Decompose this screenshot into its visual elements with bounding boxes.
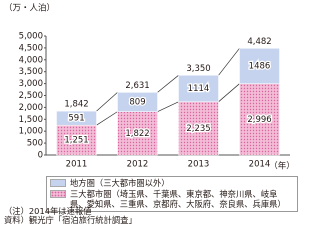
y-tick-label: 5,000: [19, 32, 43, 42]
y-tick-label: 500: [27, 139, 43, 149]
x-tick-label: 2011: [66, 160, 88, 170]
connector: [96, 111, 118, 126]
value-label: 591: [68, 114, 84, 124]
y-unit: （万・人泊）: [4, 3, 55, 14]
bar-segment: [56, 110, 97, 126]
y-tick-label: 3,000: [19, 79, 43, 89]
y-tick-label: 0: [38, 151, 43, 161]
legend-swatch: [50, 179, 66, 187]
chart: （万・人泊） （年） 0 500 1,000 1,500 2,000 2,500 3,000…: [4, 3, 295, 172]
y-tick-label: 2,000: [19, 103, 43, 113]
total-label: 4,482: [247, 37, 271, 47]
value-label: 1,822: [125, 129, 149, 139]
legend-label: 三大都市圏（埼玉県、千葉県、東京都、神奈川県、岐阜県、愛知県、三重県、京都府、大…: [70, 188, 286, 210]
connector: [96, 92, 118, 112]
value-label: 1114: [188, 84, 210, 94]
total-label: 3,350: [186, 64, 210, 74]
legend-item: 地方圏（三大都市圏以外）: [50, 178, 294, 189]
value-label: 1,251: [64, 136, 88, 146]
value-label: 2,235: [186, 124, 210, 134]
connector: [157, 75, 179, 93]
note: （注）2014年は速報値: [4, 206, 92, 216]
legend-swatch: [50, 189, 66, 198]
value-label: 2,996: [247, 115, 271, 125]
y-tick-label: 4,000: [19, 55, 43, 65]
total-label: 1,842: [64, 100, 88, 110]
x-tick-label: 2013: [188, 160, 210, 170]
bar-segment: [178, 101, 219, 156]
y-tick-label: 1,000: [19, 127, 43, 137]
note: 資料）観光庁「宿泊旅行統計調査」: [4, 215, 137, 225]
legend-item: 三大都市圏（埼玉県、千葉県、東京都、神奈川県、岐阜県、愛知県、三重県、京都府、大…: [50, 189, 294, 210]
bar-segment: [117, 111, 158, 156]
x-tick-label: 2014: [249, 160, 271, 170]
bar-segment: [56, 124, 97, 156]
y-tick-label: 3,500: [19, 67, 43, 77]
bar-segment: [239, 83, 280, 156]
y-tick-label: 2,500: [19, 91, 43, 101]
notes: （注）2014年は速報値 資料）観光庁「宿泊旅行統計調査」: [4, 206, 137, 225]
value-label: 809: [129, 98, 145, 108]
connector: [218, 48, 240, 76]
legend-label: 地方圏（三大都市圏以外）: [70, 178, 170, 188]
bar-segment: [239, 48, 280, 84]
legend: 地方圏（三大都市圏以外） 三大都市圏（埼玉県、千葉県、東京都、神奈川県、岐阜県、愛…: [46, 176, 298, 212]
y-tick-label: 1,500: [19, 115, 43, 125]
page: （万・人泊） （年） 0 500 1,000 1,500 2,000 2,500 3,000…: [4, 2, 298, 225]
connector: [157, 101, 179, 112]
x-tick-label: 2012: [127, 160, 149, 170]
value-label: 1486: [249, 62, 271, 72]
x-unit: （年）: [269, 161, 295, 172]
connector: [218, 83, 240, 103]
total-label: 2,631: [125, 81, 149, 91]
y-tick-label: 4,500: [19, 43, 43, 53]
bar-segment: [178, 75, 219, 103]
bar-segment: [117, 92, 158, 112]
